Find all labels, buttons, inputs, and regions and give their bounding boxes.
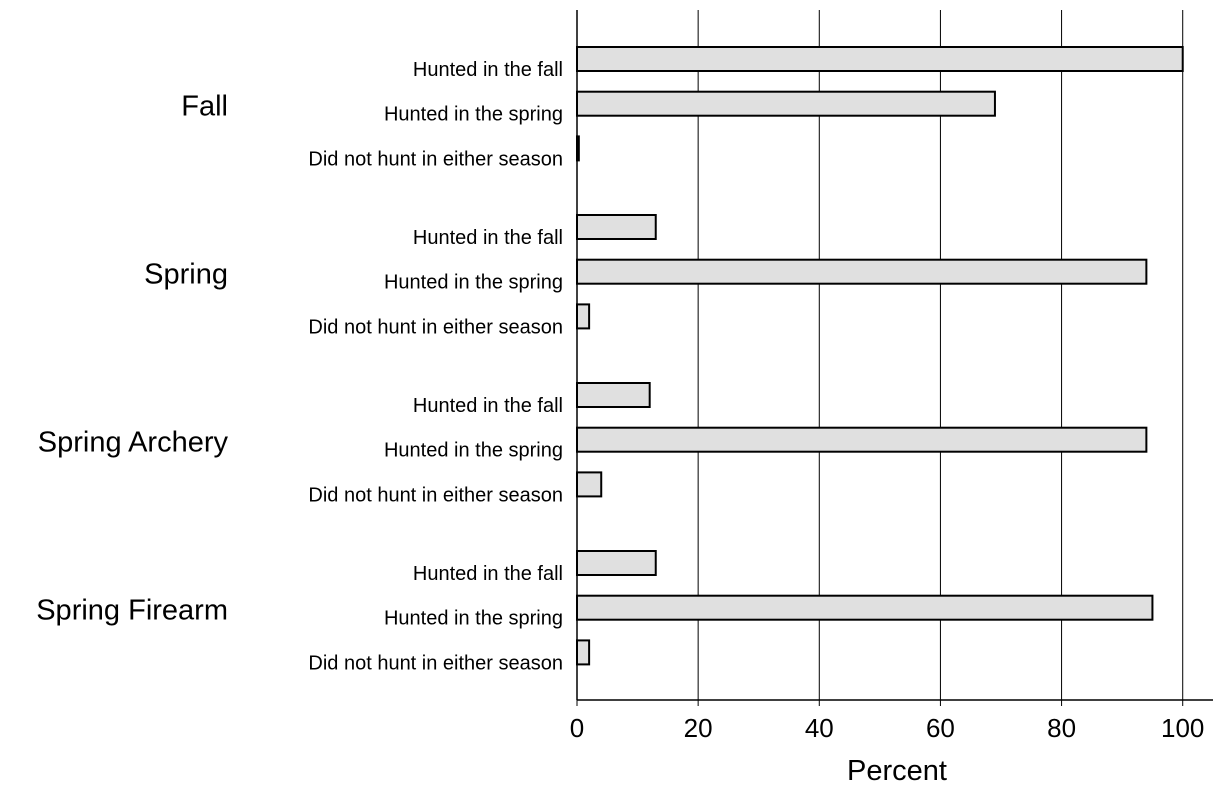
bar [576,594,1154,621]
group-label: Spring [144,259,228,291]
group-label: Spring Archery [38,427,229,459]
bar-label: Hunted in the fall [413,227,563,249]
x-axis-label: Percent [847,755,947,785]
bar-label: Did not hunt in either season [308,652,563,674]
group-label: Spring Firearm [36,595,228,627]
bar-label: Did not hunt in either season [308,484,563,506]
bar-label: Hunted in the fall [413,395,563,417]
bar-label: Hunted in the spring [384,104,563,126]
x-tick-label: 80 [1047,713,1076,743]
x-tick-label: 60 [926,713,955,743]
x-tick-label: 20 [684,713,713,743]
bar [576,471,603,498]
bar-label: Did not hunt in either season [308,316,563,338]
bar [576,426,1148,453]
bar-label: Hunted in the spring [384,272,563,294]
group-label: Fall [181,91,228,123]
x-tick-label: 100 [1161,713,1204,743]
bar-label: Did not hunt in either season [308,148,563,170]
bar [576,550,657,576]
bar [576,214,657,240]
bar [576,639,591,666]
bar [576,90,996,117]
bar [576,135,580,162]
bar [576,382,651,408]
bar-label: Hunted in the spring [384,608,563,630]
bar [576,303,591,330]
x-tick-label: 0 [570,713,584,743]
x-tick-label: 40 [805,713,834,743]
bar [576,258,1148,285]
bar [576,46,1184,72]
bar-label: Hunted in the fall [413,563,563,585]
bar-label: Hunted in the fall [413,59,563,81]
bar-label: Hunted in the spring [384,440,563,462]
